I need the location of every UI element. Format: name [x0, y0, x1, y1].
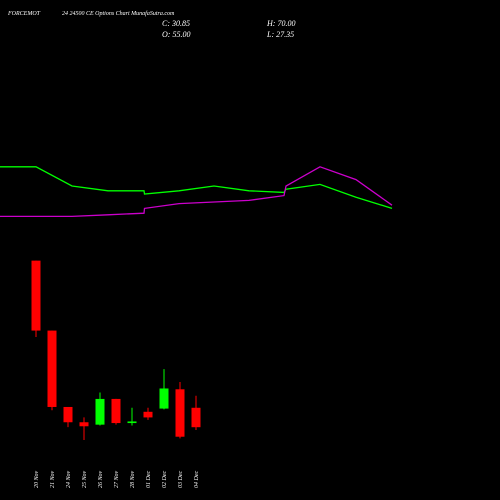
candle-body: [191, 407, 201, 428]
indicator-lines: [0, 166, 393, 218]
candle-body: [143, 411, 153, 418]
x-axis-ticks: 20 Nov 21 Nov 24 Nov 25 Nov 26 Nov 27 Nov 28 N…: [34, 470, 200, 488]
x-tick-label: 02 Dec: [162, 471, 168, 488]
low-price-label: L: 27.35: [266, 30, 294, 39]
x-tick-label: 01 Dec: [146, 471, 152, 488]
candle-body: [79, 422, 89, 427]
candle-body: [31, 260, 41, 331]
candle-body: [47, 330, 57, 407]
green-indicator-line: [0, 166, 393, 210]
x-tick-label: 21 Nov: [50, 470, 56, 488]
candle-body: [127, 421, 137, 424]
candlesticks: [31, 260, 201, 440]
x-tick-label: 04 Dec: [193, 471, 200, 488]
x-tick-label: 20 Nov: [34, 470, 40, 488]
x-tick-label: 27 Nov: [114, 470, 120, 488]
open-price-label: O: 55.00: [162, 30, 190, 39]
chart-symbol: FORCEMOT: [7, 11, 41, 17]
x-tick-label: 03 Dec: [178, 471, 184, 488]
x-tick-label: 28 Nov: [130, 470, 136, 488]
x-tick-label: 26 Nov: [98, 470, 104, 488]
candle-body: [111, 398, 121, 424]
x-tick-label: 25 Nov: [82, 470, 88, 488]
candle-body: [63, 406, 73, 423]
candle-body: [95, 398, 105, 425]
close-price-label: C: 30.85: [162, 19, 190, 28]
magenta-indicator-line: [0, 166, 393, 218]
candle-body: [159, 388, 169, 409]
high-price-label: H: 70.00: [266, 19, 295, 28]
chart-title: 24 24500 CE Options Chart MunafaSutra.co…: [62, 10, 175, 17]
x-tick-label: 24 Nov: [65, 470, 72, 488]
candle-body: [175, 389, 185, 437]
